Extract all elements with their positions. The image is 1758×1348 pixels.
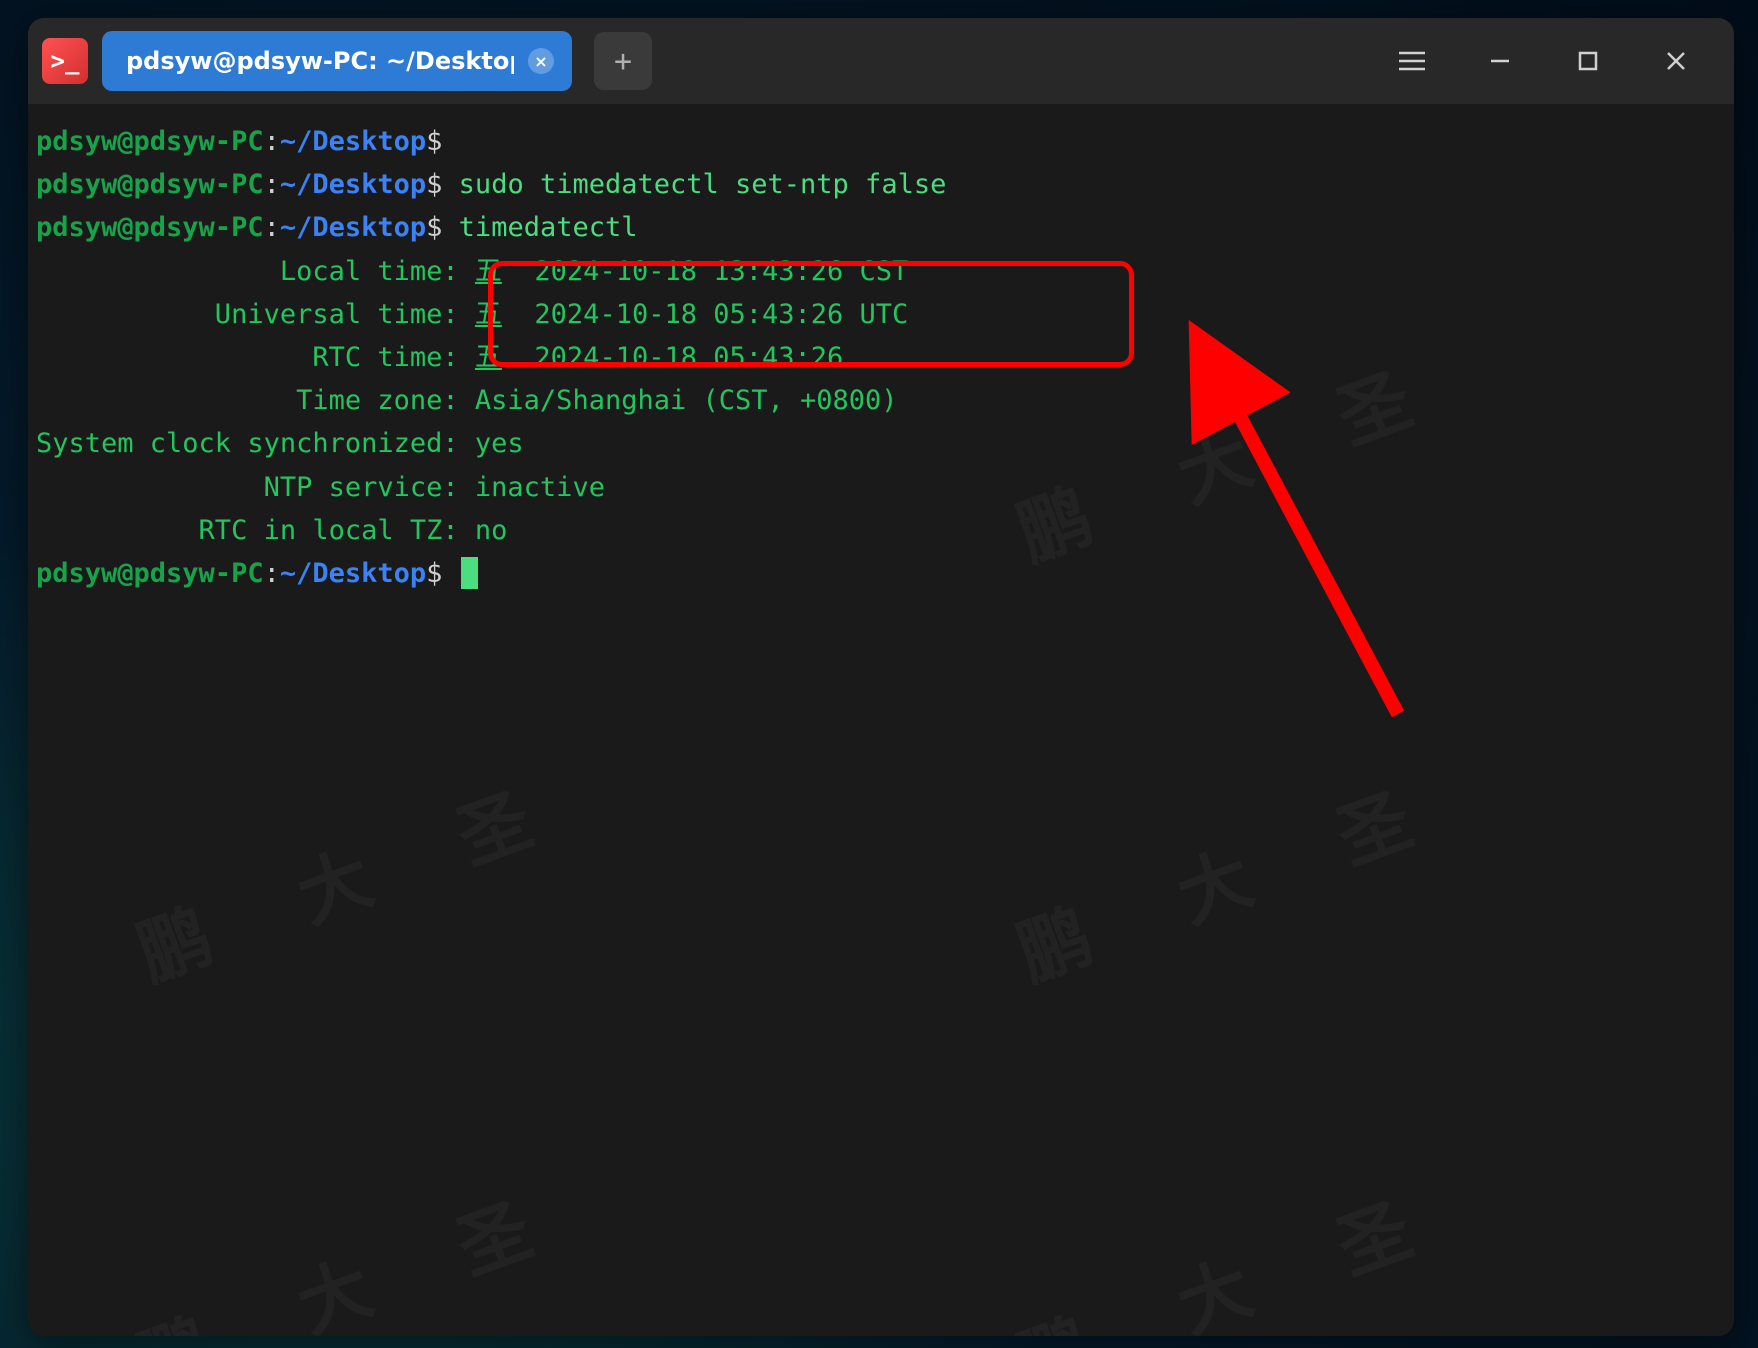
cursor [461, 557, 478, 589]
watermark: 鹏 大 圣 [1002, 1160, 1466, 1336]
output-row: Time zone: Asia/Shanghai (CST, +0800) [36, 379, 1726, 422]
watermark: 鹏 大 圣 [122, 1160, 586, 1336]
tab-active[interactable]: pdsyw@pdsyw-PC: ~/Desktop × [102, 31, 572, 91]
tab-title: pdsyw@pdsyw-PC: ~/Desktop [126, 47, 514, 75]
prompt-line: pdsyw@pdsyw-PC:~/Desktop$ [36, 120, 1726, 163]
maximize-icon[interactable] [1568, 41, 1608, 81]
new-tab-button[interactable]: + [594, 32, 652, 90]
terminal-app-icon[interactable]: >_ [42, 38, 88, 84]
prompt-line: pdsyw@pdsyw-PC:~/Desktop$ sudo timedatec… [36, 163, 1726, 206]
watermark: 鹏 大 圣 [1002, 750, 1466, 1013]
output-row: Local time: 五 2024-10-18 13:43:26 CST [36, 250, 1726, 293]
output-row: NTP service: inactive [36, 466, 1726, 509]
tab-close-icon[interactable]: × [528, 48, 554, 74]
titlebar: >_ pdsyw@pdsyw-PC: ~/Desktop × + [28, 18, 1734, 104]
command-text: sudo timedatectl set-ntp false [442, 169, 946, 200]
output-row: System clock synchronized: yes [36, 422, 1726, 465]
terminal-output[interactable]: 鹏 大 圣 鹏 大 圣 鹏 大 圣 鹏 大 圣 鹏 大 圣 pdsyw@pdsy… [28, 104, 1734, 1336]
window-controls [1392, 41, 1720, 81]
prompt-line: pdsyw@pdsyw-PC:~/Desktop$ timedatectl [36, 206, 1726, 249]
output-row: Universal time: 五 2024-10-18 05:43:26 UT… [36, 293, 1726, 336]
output-row: RTC time: 五 2024-10-18 05:43:26 [36, 336, 1726, 379]
close-window-icon[interactable] [1656, 41, 1696, 81]
watermark: 鹏 大 圣 [122, 750, 586, 1013]
terminal-window: >_ pdsyw@pdsyw-PC: ~/Desktop × + 鹏 大 圣 鹏… [28, 18, 1734, 1336]
minimize-icon[interactable] [1480, 41, 1520, 81]
prompt-line: pdsyw@pdsyw-PC:~/Desktop$ [36, 552, 1726, 595]
hamburger-menu-icon[interactable] [1392, 41, 1432, 81]
command-text: timedatectl [442, 212, 637, 243]
output-row: RTC in local TZ: no [36, 509, 1726, 552]
